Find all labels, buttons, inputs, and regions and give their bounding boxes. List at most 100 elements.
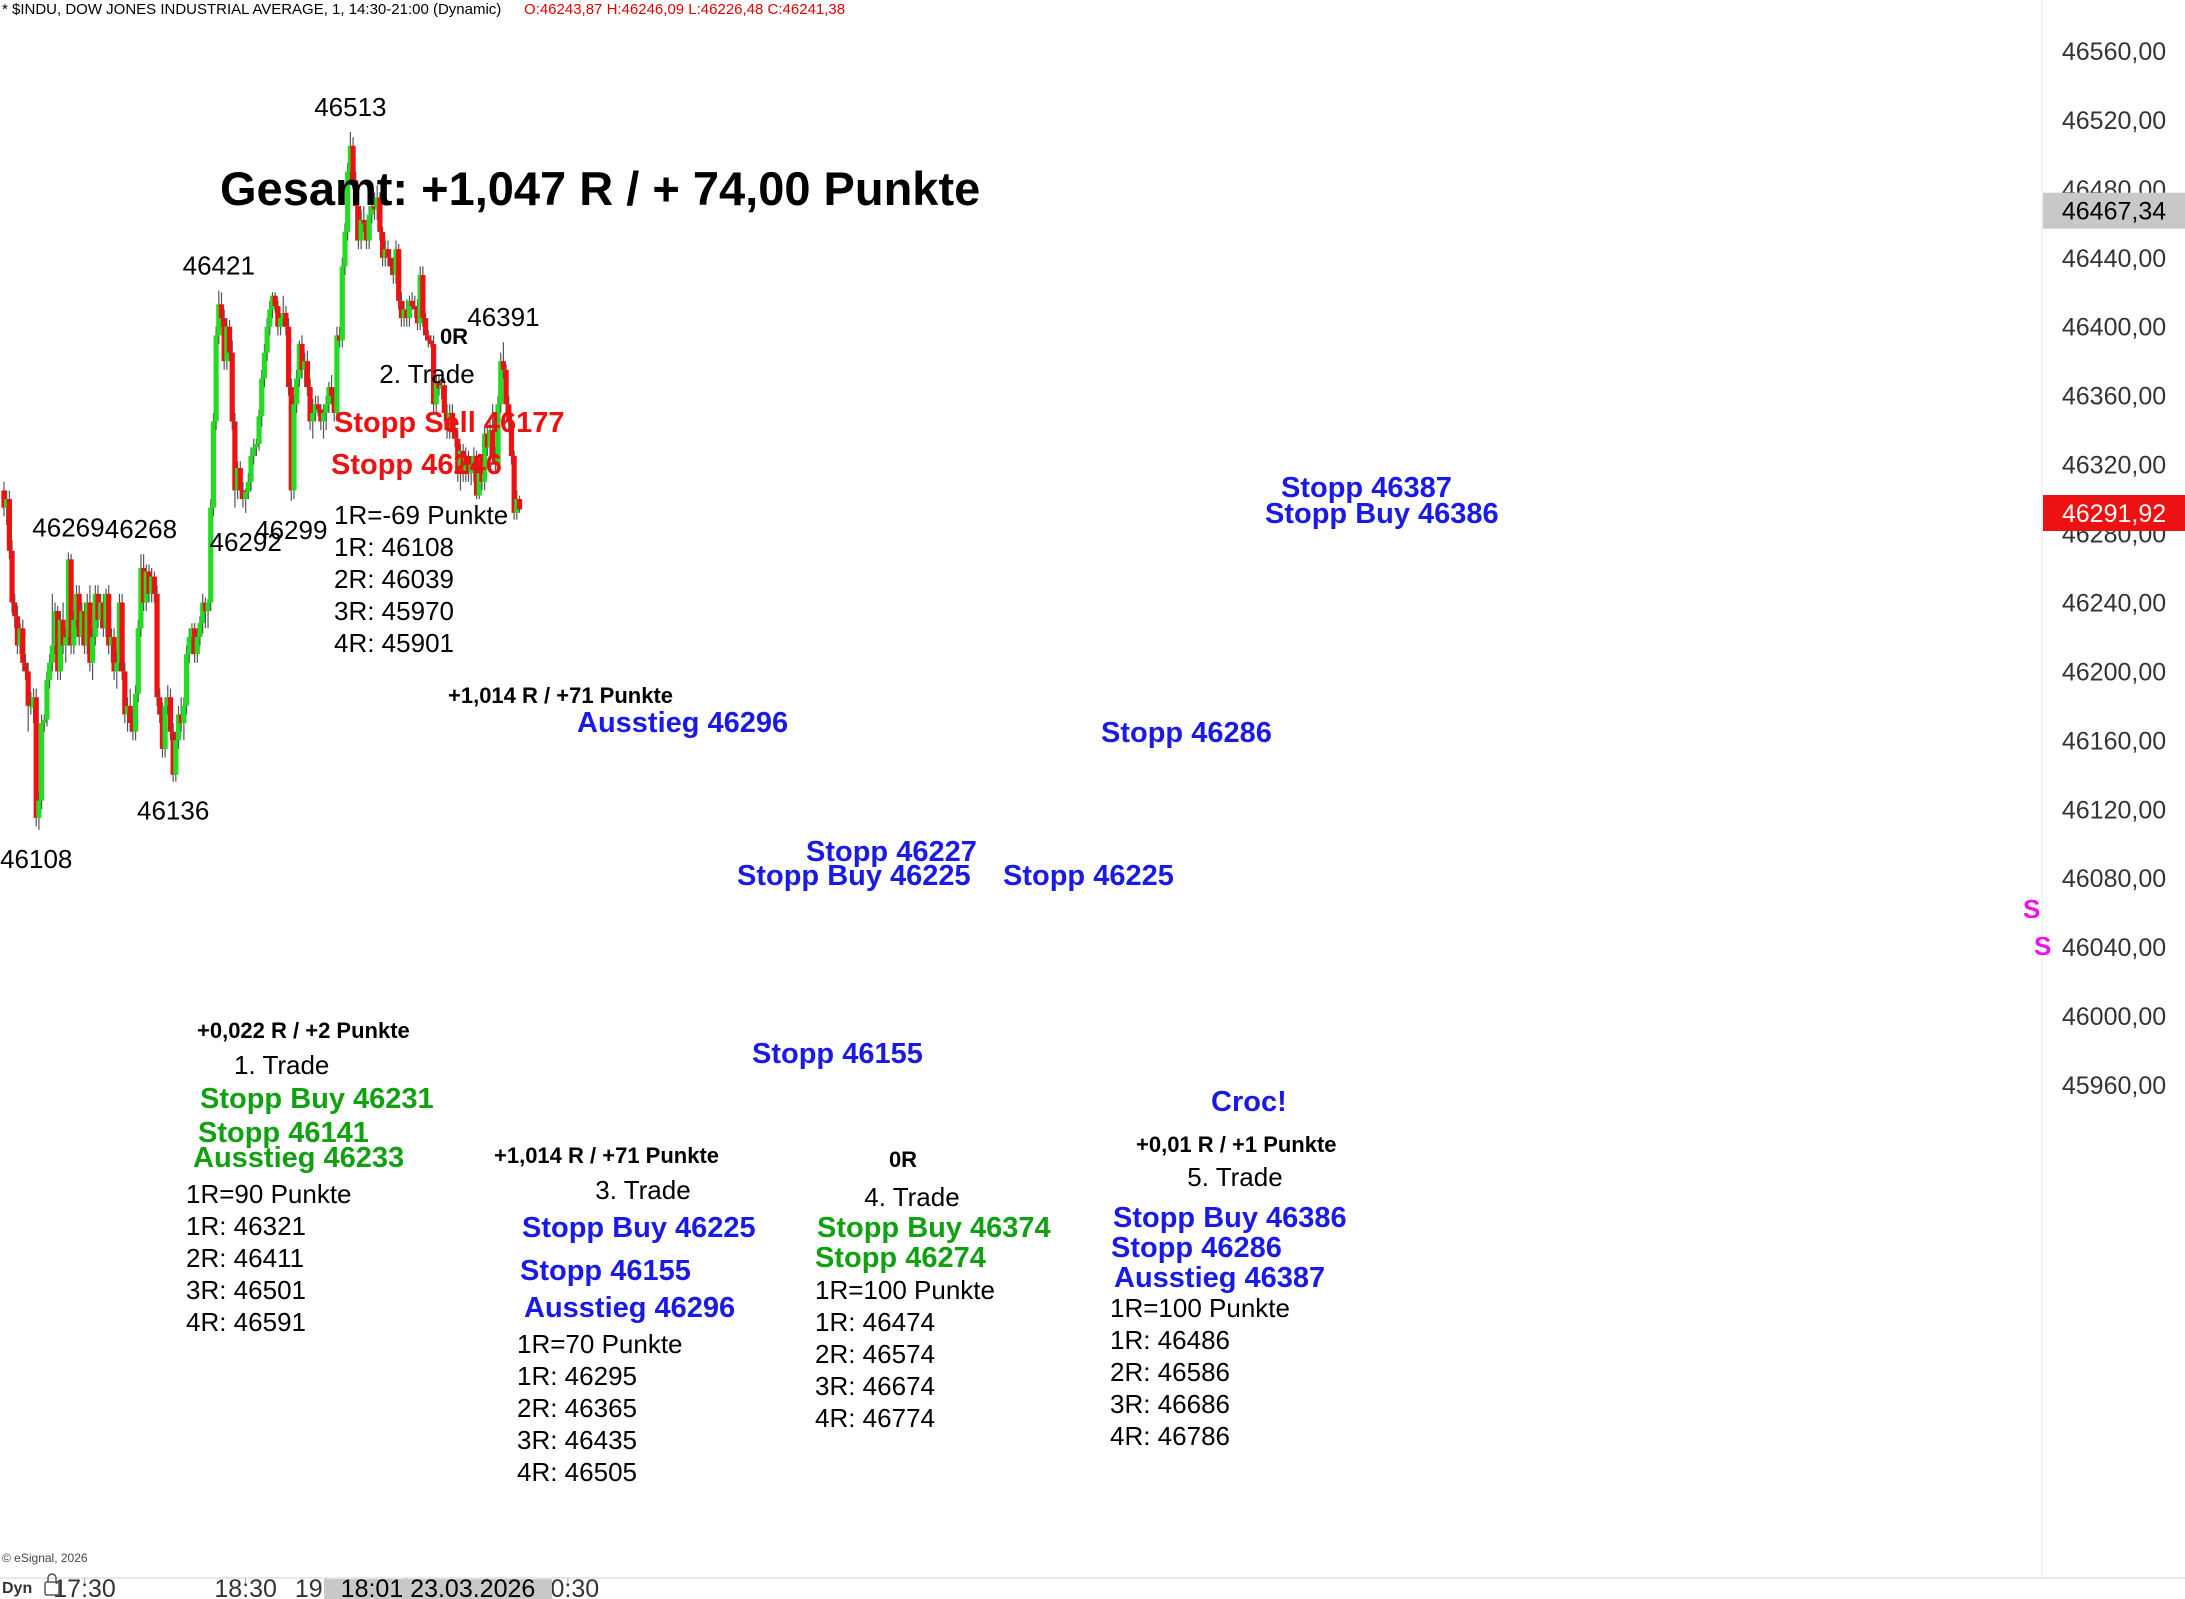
stop-buy-46225-label: Stopp Buy 46225 [737,860,971,892]
candle-down [350,145,356,181]
dyn-button[interactable]: Dyn [2,1580,32,1597]
price-tick-label: 45960,00 [2062,1072,2166,1100]
candle-up [124,705,131,715]
candle-down [106,593,112,646]
price-axis-ticks: 46560,0046520,0046480,0046440,0046400,00… [2062,38,2166,1100]
candle-down [25,671,31,706]
candle-down [170,731,176,775]
trade-4-r-line: 2R: 46574 [815,1339,935,1369]
trade-4-r-line: 3R: 46674 [815,1371,935,1401]
trade-3-title: 3. Trade [595,1175,690,1205]
candle-down [157,697,163,715]
candle-up [183,654,190,706]
candle-up [210,421,217,508]
trade-3-r-line: 4R: 46505 [517,1457,637,1487]
trade-3-result-top: +1,014 R / +71 Punkte [448,683,673,708]
price-extreme-label: 46292 [209,527,281,557]
stop-buy-46386-label: Stopp Buy 46386 [1265,498,1499,530]
candle-down [361,219,367,224]
candle-up [63,636,69,646]
trade-4-stop-buy: Stopp Buy 46374 [817,1212,1051,1244]
trade-5-title: 5. Trade [1187,1162,1282,1192]
stop-46155-label: Stopp 46155 [752,1038,923,1070]
candle-down [202,602,208,612]
candle-up [374,197,380,210]
candle-up [4,499,10,508]
candle-up [234,468,241,491]
price-tick-label: 46440,00 [2062,245,2166,273]
trade-3-r-line: 1R: 46295 [517,1361,637,1391]
svg-text:46467,34: 46467,34 [2062,198,2166,226]
trade-3-r-line: 2R: 46365 [517,1393,637,1423]
candle-down [409,300,415,307]
price-tick-label: 46360,00 [2062,383,2166,411]
candle-down [20,628,26,663]
stop-46225-label: Stopp 46225 [1003,860,1174,892]
candle-up [47,662,53,681]
candle-up [514,499,520,513]
trade-1-stop-buy: Stopp Buy 46231 [200,1083,434,1115]
candle-down [331,395,337,413]
trade-2-r-line: 1R: 46108 [334,532,454,562]
candle-down [178,714,184,724]
price-extreme-label: 46136 [137,796,209,826]
trade-4-r-line: 1R: 46474 [815,1307,935,1337]
candle-up [310,412,316,422]
candle-up [186,636,192,655]
candle-down [127,705,133,724]
trade-1-block: +0,022 R / +2 Punkte 1. Trade Stopp Buy … [186,1018,434,1337]
candle-down [479,473,485,482]
candle-down [465,455,472,474]
candle-down [328,387,335,396]
candle-down [192,628,198,655]
candle-down [379,231,386,258]
price-tick-label: 46200,00 [2062,658,2166,686]
candle-down [283,312,289,327]
candle-up [382,249,388,258]
candle-down [226,326,233,353]
candle-up [71,619,77,646]
trade-4-block: 0R 4. Trade Stopp Buy 46374 Stopp 46274 … [815,1147,1051,1433]
edge-mark: S [2034,931,2051,961]
price-axis-panel[interactable] [2043,0,2185,1578]
candle-up [84,602,90,646]
trade-1-r-line: 2R: 46411 [186,1243,304,1273]
candles-layer [1,131,523,830]
trade-4-stop: Stopp 46274 [815,1242,986,1274]
candle-up [264,326,270,353]
candle-down [6,499,12,551]
candle-down [122,671,128,715]
plot-area[interactable] [0,0,2040,1578]
candle-up [345,171,351,232]
trade-2-r-line: 1R=-69 Punkte [334,500,508,530]
cursor-time: 18:01 23.03.2026 [341,1575,536,1599]
candle-up [92,593,98,637]
price-tick-label: 46160,00 [2062,727,2166,755]
candle-down [388,257,394,267]
candle-up [38,723,45,801]
trade-3-exit: Ausstieg 46296 [524,1292,735,1324]
lock-icon[interactable] [44,1573,60,1596]
candle-down [95,593,101,620]
svg-text:46291,92: 46291,92 [2062,500,2166,528]
candle-up [57,619,63,672]
trade-2-r-line: 3R: 45970 [334,596,454,626]
candle-up [294,378,300,405]
candle-down [286,326,292,388]
candle-up [79,611,85,637]
price-extreme-label: 46391 [467,302,539,332]
candle-down [385,249,391,258]
candle-down [146,571,152,594]
candle-down [60,619,66,646]
candle-down [506,404,512,422]
candle-down [371,206,378,210]
candle-up [339,266,345,341]
candle-down [307,387,313,422]
candle-down [159,714,166,749]
trade-1-r-line: 3R: 46501 [186,1275,306,1305]
candle-down [492,455,498,465]
candle-up [326,387,332,405]
candle-down [154,593,160,698]
price-tick-label: 46320,00 [2062,452,2166,480]
